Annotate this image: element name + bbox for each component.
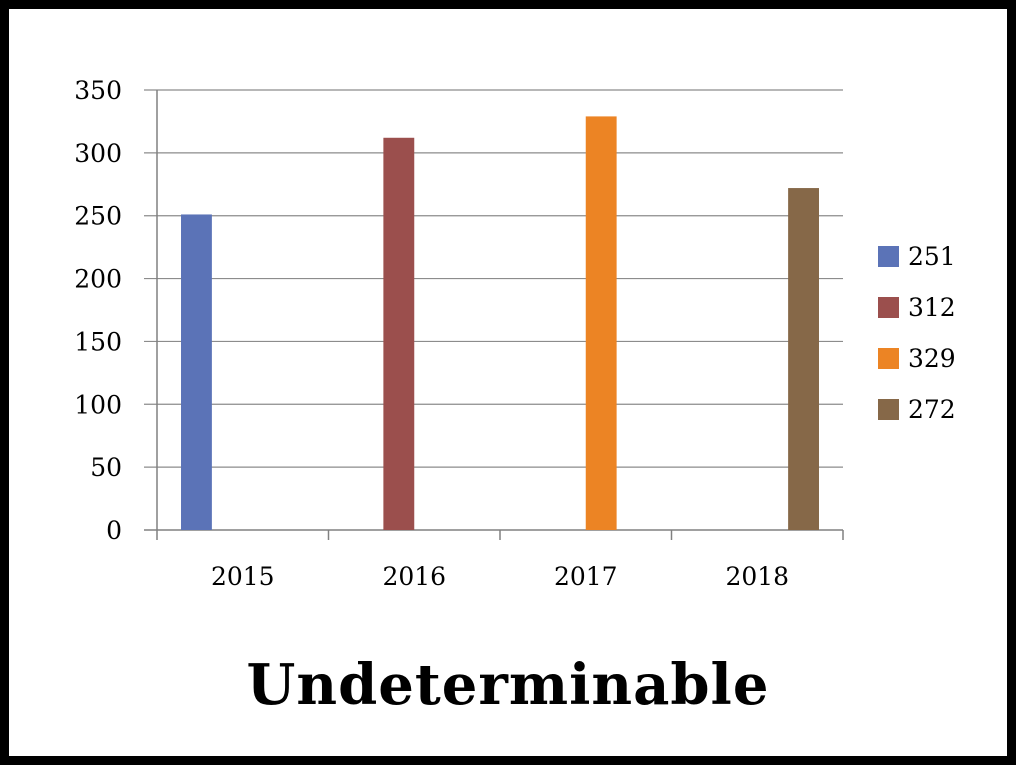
- legend-swatch: [878, 399, 899, 420]
- x-tick-label: 2017: [554, 562, 618, 591]
- legend-swatch: [878, 297, 899, 318]
- legend-label: 272: [908, 395, 956, 424]
- legend-label: 329: [908, 344, 956, 373]
- legend-label: 312: [908, 293, 956, 322]
- y-tick-label: 350: [74, 76, 122, 105]
- y-tick-label: 250: [74, 202, 122, 231]
- y-tick-label: 0: [106, 516, 122, 545]
- bar-2015: [181, 214, 212, 530]
- x-tick-label: 2015: [211, 562, 275, 591]
- chart-caption: Undeterminable: [246, 652, 770, 718]
- y-tick-label: 300: [74, 139, 122, 168]
- y-tick-label: 100: [74, 390, 122, 419]
- y-tick-label: 150: [74, 327, 122, 356]
- x-tick-label: 2016: [382, 562, 446, 591]
- legend-swatch: [878, 348, 899, 369]
- legend-swatch: [878, 246, 899, 267]
- y-tick-label: 50: [90, 453, 122, 482]
- legend-label: 251: [908, 242, 956, 271]
- bar-2017: [585, 116, 617, 531]
- bar-2018: [788, 188, 819, 531]
- bar-2016: [383, 137, 415, 530]
- y-tick-label: 200: [74, 265, 122, 294]
- x-tick-label: 2018: [725, 562, 789, 591]
